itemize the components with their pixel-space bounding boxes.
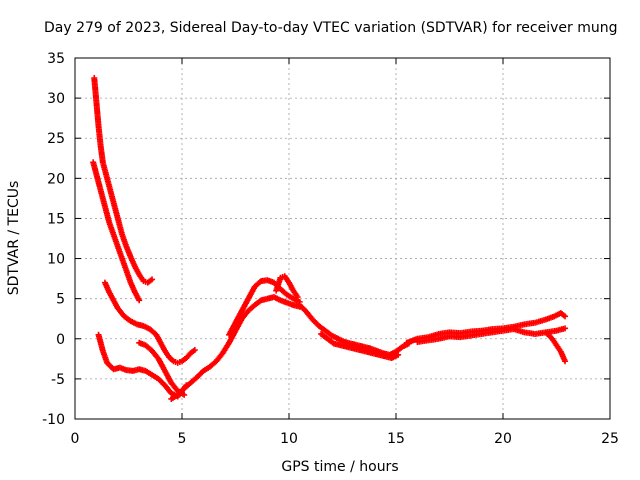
data-point <box>149 276 156 283</box>
series-decay-branch-lower <box>318 330 402 362</box>
tick-layer: 0 5 10 15 20 25 -10 -5 0 5 10 15 20 25 30 35 <box>42 51 619 447</box>
data-point <box>191 347 198 354</box>
y-tick-label: 35 <box>47 51 65 67</box>
y-tick-label: -5 <box>51 372 65 388</box>
series-upper-steep-branch <box>91 75 156 286</box>
x-tick-label: 5 <box>178 431 187 447</box>
x-tick-label: 0 <box>71 431 80 447</box>
series-middle-branch <box>101 279 198 366</box>
data-layer <box>90 75 569 402</box>
y-tick-label: 20 <box>47 171 65 187</box>
data-point <box>181 391 188 398</box>
y-tick-label: 25 <box>47 131 65 147</box>
y-tick-label: 10 <box>47 252 65 268</box>
y-tick-label: 30 <box>47 91 65 107</box>
x-tick-label: 25 <box>601 431 619 447</box>
plot-frame <box>74 57 611 420</box>
x-axis-label: GPS time / hours <box>281 459 398 475</box>
grid-layer <box>75 58 610 419</box>
y-tick-label: 5 <box>56 292 65 308</box>
data-point <box>395 351 402 358</box>
y-tick-label: 0 <box>56 332 65 348</box>
x-tick-label: 15 <box>387 431 405 447</box>
data-point <box>136 297 143 304</box>
series-rising-branch-upper <box>226 277 303 338</box>
chart-title: Day 279 of 2023, Sidereal Day-to-day VTE… <box>44 20 618 36</box>
data-point <box>562 325 569 332</box>
y-axis-label: SDTVAR / TECUs <box>6 181 22 296</box>
x-tick-label: 20 <box>494 431 512 447</box>
data-point <box>294 294 301 301</box>
series-peak-near-ten <box>273 273 301 301</box>
x-tick-label: 10 <box>280 431 298 447</box>
y-tick-label: -10 <box>42 412 65 428</box>
y-tick-label: 15 <box>47 211 65 227</box>
data-point <box>562 358 569 365</box>
series-end-drop <box>542 329 569 365</box>
series-upper-secondary-branch <box>90 159 143 304</box>
data-point <box>562 313 569 320</box>
